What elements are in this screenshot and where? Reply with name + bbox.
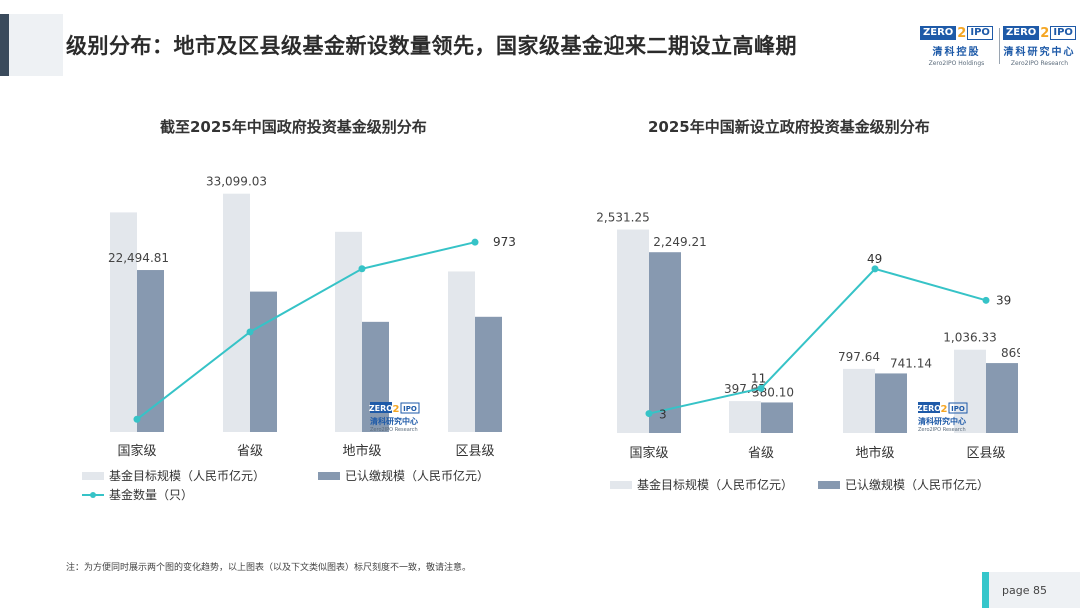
chart-2-title: 2025年中国新设立政府投资基金级别分布 [648, 118, 930, 136]
paid-value-label-1: 22,494.81 [108, 251, 169, 265]
category-label-4: 区县级 [966, 446, 1005, 461]
paid-value-label-3: 741.14 [890, 356, 932, 370]
legend-label: 基金目标规模（人民币亿元） [637, 477, 793, 492]
target-value-label-4: 1,036.33 [943, 331, 996, 345]
legend-swatch-dot [90, 492, 96, 498]
category-label-3: 地市级 [855, 445, 894, 461]
svg-text:清科研究中心: 清科研究中心 [918, 416, 966, 426]
legend-label: 基金数量（只） [109, 487, 193, 502]
bar-target-3 [843, 368, 875, 433]
legend-item-2: 已认缴规模（人民币亿元） [818, 477, 989, 492]
category-label-2: 省级 [237, 444, 263, 459]
logo-holdings-en: Zero2IPO Holdings [928, 60, 985, 67]
bar-target-2 [223, 193, 250, 432]
svg-text:Zero2IPO Research: Zero2IPO Research [370, 427, 418, 433]
category-label-1: 国家级 [629, 445, 668, 461]
zero2ipo-holdings-logo: ZERO 2 IPO 清科控股 Zero2IPO Holdings [920, 26, 993, 67]
count-value-label-1: 3 [659, 408, 667, 422]
legend-swatch [610, 481, 632, 489]
count-point-4 [471, 238, 479, 246]
target-value-label-2: 397.07 [724, 382, 766, 396]
legend-swatch [818, 481, 840, 489]
logo-ipo-text: IPO [1050, 26, 1076, 40]
svg-text:ZERO: ZERO [917, 404, 941, 413]
bar-paid-2 [250, 291, 277, 432]
bar-target-1 [617, 229, 649, 433]
page-number: page 85 [1002, 584, 1047, 597]
svg-text:清科研究中心: 清科研究中心 [370, 416, 418, 426]
title-block [9, 14, 63, 76]
count-line [136, 241, 476, 421]
category-label-1: 国家级 [117, 443, 156, 459]
bar-target-1 [110, 212, 137, 432]
count-line [648, 267, 987, 415]
bar-paid-1 [137, 270, 164, 432]
bar-paid-4 [475, 316, 502, 432]
page-number-box [982, 572, 1080, 608]
legend-label: 已认缴规模（人民币亿元） [345, 468, 489, 483]
logo-zero-text: ZERO [920, 26, 957, 40]
bar-target-3 [335, 231, 362, 432]
legend-label: 基金目标规模（人民币亿元） [109, 468, 265, 483]
svg-text:2: 2 [393, 404, 400, 415]
count-value-label-4: 973 [493, 235, 516, 249]
zero2ipo-research-logo: ZERO 2 IPO 清科研究中心 Zero2IPO Research [1003, 26, 1076, 67]
chart-1-title: 截至2025年中国政府投资基金级别分布 [160, 118, 427, 136]
page-title: 级别分布：地市及区县级基金新设数量领先，国家级基金迎来二期设立高峰期 [66, 34, 797, 58]
bar-target-2 [729, 401, 761, 433]
count-point-2 [757, 384, 765, 392]
count-point-4 [982, 296, 990, 304]
legend-item-3: 基金数量（只） [82, 487, 193, 502]
bar-paid-1 [649, 252, 681, 433]
legend-item-1: 基金目标规模（人民币亿元） [82, 468, 265, 483]
logo-holdings-cn: 清科控股 [932, 47, 981, 58]
target-value-label-3: 797.64 [838, 350, 880, 364]
logo-zero-text: ZERO [1003, 26, 1040, 40]
legend-label: 已认缴规模（人民币亿元） [845, 477, 989, 492]
category-label-2: 省级 [748, 446, 774, 461]
count-point-1 [645, 410, 653, 418]
count-point-3 [871, 265, 879, 273]
svg-text:IPO: IPO [951, 405, 965, 413]
logo-two-text: 2 [957, 25, 967, 41]
logo-two-text: 2 [1040, 25, 1050, 41]
paid-value-label-4: 869.90 [1001, 346, 1020, 360]
legend-item-2: 已认缴规模（人民币亿元） [318, 468, 489, 483]
legend-swatch [82, 472, 104, 480]
bar-target-4 [954, 349, 986, 433]
svg-text:IPO: IPO [403, 405, 417, 413]
svg-text:ZERO: ZERO [369, 404, 393, 413]
bar-paid-3 [875, 373, 907, 433]
accent-bar [0, 14, 9, 76]
bar-paid-2 [761, 402, 793, 433]
bar-target-4 [448, 271, 475, 432]
logo-research-cn: 清科研究中心 [1003, 47, 1076, 58]
svg-text:2: 2 [941, 404, 948, 415]
count-value-label-2: 11 [751, 371, 766, 385]
logo-divider [999, 28, 1000, 64]
count-point-3 [358, 265, 366, 273]
logo-research-en: Zero2IPO Research [1010, 60, 1069, 67]
count-point-2 [246, 328, 254, 336]
target-value-label-1: 2,531.25 [596, 211, 649, 225]
legend-swatch [318, 472, 340, 480]
bar-paid-3 [362, 321, 389, 432]
target-value-label-2: 33,099.03 [206, 175, 267, 189]
paid-value-label-1: 2,249.21 [653, 235, 706, 249]
category-label-4: 区县级 [455, 444, 494, 459]
logo-ipo-text: IPO [967, 26, 993, 40]
legend-item-1: 基金目标规模（人民币亿元） [610, 477, 793, 492]
count-value-label-3: 49 [867, 252, 882, 266]
count-point-1 [133, 415, 141, 423]
category-label-3: 地市级 [342, 443, 381, 459]
footnote: 注：为方便同时展示两个图的变化趋势，以上图表（以及下文类似图表）标尺刻度不一致，… [66, 563, 472, 573]
count-value-label-4: 39 [996, 293, 1011, 307]
page-number-accent [982, 572, 989, 608]
bar-paid-4 [986, 363, 1018, 433]
svg-text:Zero2IPO Research: Zero2IPO Research [918, 427, 966, 433]
